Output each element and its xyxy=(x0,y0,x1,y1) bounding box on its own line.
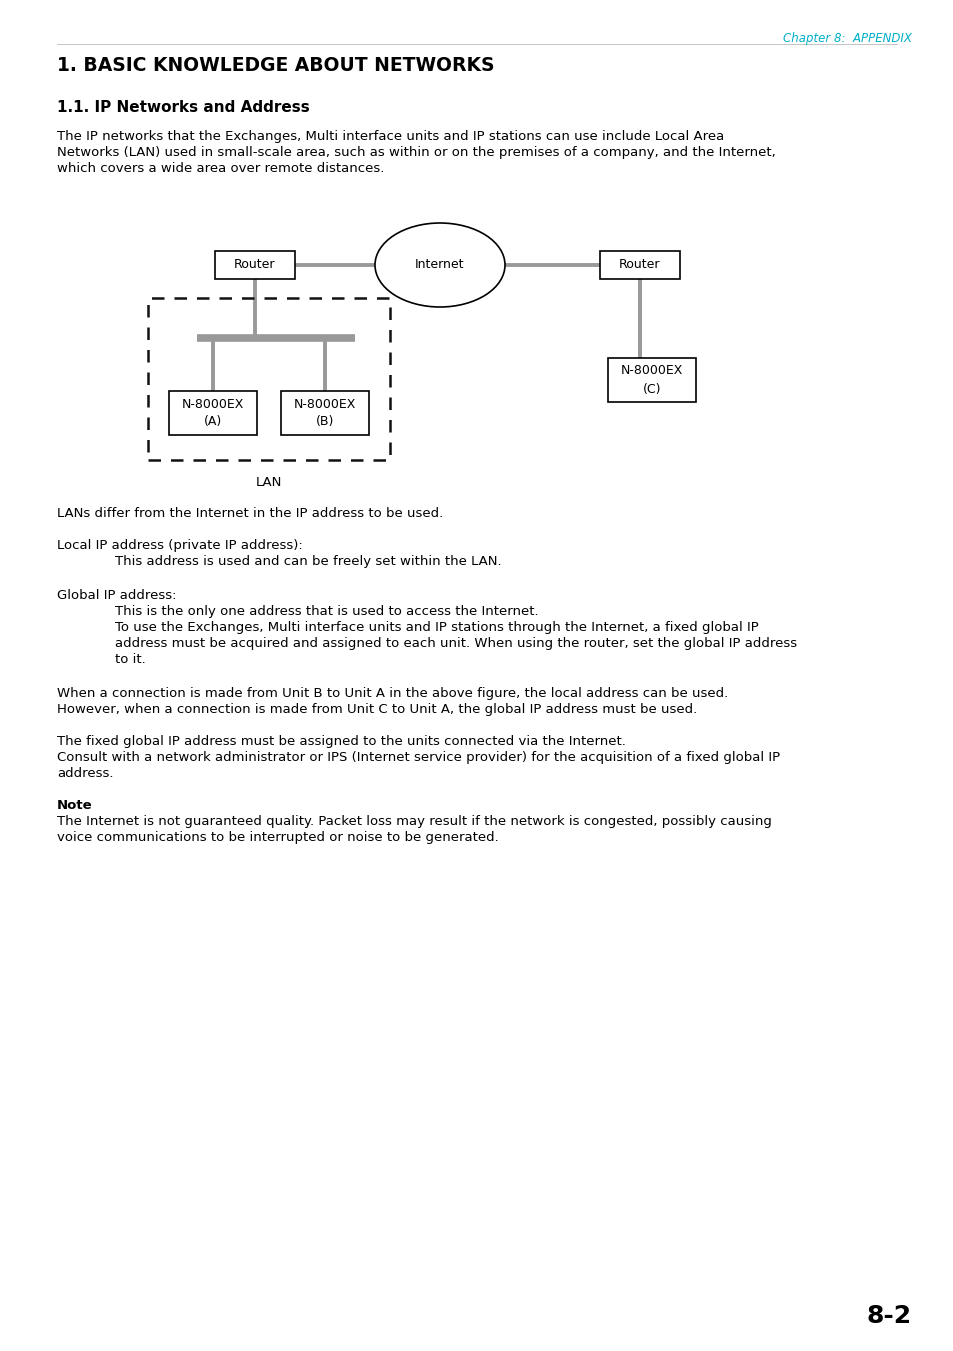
Text: Router: Router xyxy=(618,258,660,272)
Text: Internet: Internet xyxy=(415,258,464,272)
Bar xyxy=(214,251,294,280)
Text: Chapter 8:  APPENDIX: Chapter 8: APPENDIX xyxy=(782,32,911,45)
Text: This address is used and can be freely set within the LAN.: This address is used and can be freely s… xyxy=(115,555,501,567)
Text: Global IP address:: Global IP address: xyxy=(57,589,176,603)
Text: address must be acquired and assigned to each unit. When using the router, set t: address must be acquired and assigned to… xyxy=(115,638,797,650)
Text: N-8000EX
(C): N-8000EX (C) xyxy=(620,365,682,396)
Ellipse shape xyxy=(375,223,504,307)
Text: Networks (LAN) used in small-scale area, such as within or on the premises of a : Networks (LAN) used in small-scale area,… xyxy=(57,146,775,159)
Text: which covers a wide area over remote distances.: which covers a wide area over remote dis… xyxy=(57,162,384,176)
Text: Consult with a network administrator or IPS (Internet service provider) for the : Consult with a network administrator or … xyxy=(57,751,780,765)
Text: This is the only one address that is used to access the Internet.: This is the only one address that is use… xyxy=(115,605,538,617)
Text: Local IP address (private IP address):: Local IP address (private IP address): xyxy=(57,539,302,553)
Text: N-8000EX
(A): N-8000EX (A) xyxy=(182,397,244,428)
Text: LANs differ from the Internet in the IP address to be used.: LANs differ from the Internet in the IP … xyxy=(57,507,443,520)
Bar xyxy=(599,251,679,280)
Bar xyxy=(607,358,696,403)
Bar xyxy=(281,390,369,435)
Text: The Internet is not guaranteed quality. Packet loss may result if the network is: The Internet is not guaranteed quality. … xyxy=(57,815,771,828)
Text: Note: Note xyxy=(57,798,92,812)
Bar xyxy=(169,390,256,435)
Text: address.: address. xyxy=(57,767,113,780)
Text: The fixed global IP address must be assigned to the units connected via the Inte: The fixed global IP address must be assi… xyxy=(57,735,625,748)
Text: 1.1. IP Networks and Address: 1.1. IP Networks and Address xyxy=(57,100,310,115)
Text: When a connection is made from Unit B to Unit A in the above figure, the local a: When a connection is made from Unit B to… xyxy=(57,688,727,700)
Text: To use the Exchanges, Multi interface units and IP stations through the Internet: To use the Exchanges, Multi interface un… xyxy=(115,621,758,634)
Text: The IP networks that the Exchanges, Multi interface units and IP stations can us: The IP networks that the Exchanges, Mult… xyxy=(57,130,723,143)
Text: However, when a connection is made from Unit C to Unit A, the global IP address : However, when a connection is made from … xyxy=(57,703,697,716)
Text: to it.: to it. xyxy=(115,653,146,666)
Text: 8-2: 8-2 xyxy=(866,1304,911,1328)
Text: N-8000EX
(B): N-8000EX (B) xyxy=(294,397,355,428)
Text: 1. BASIC KNOWLEDGE ABOUT NETWORKS: 1. BASIC KNOWLEDGE ABOUT NETWORKS xyxy=(57,55,494,76)
Bar xyxy=(148,299,390,459)
Text: LAN: LAN xyxy=(255,476,282,489)
Text: voice communications to be interrupted or noise to be generated.: voice communications to be interrupted o… xyxy=(57,831,498,844)
Text: Router: Router xyxy=(234,258,275,272)
